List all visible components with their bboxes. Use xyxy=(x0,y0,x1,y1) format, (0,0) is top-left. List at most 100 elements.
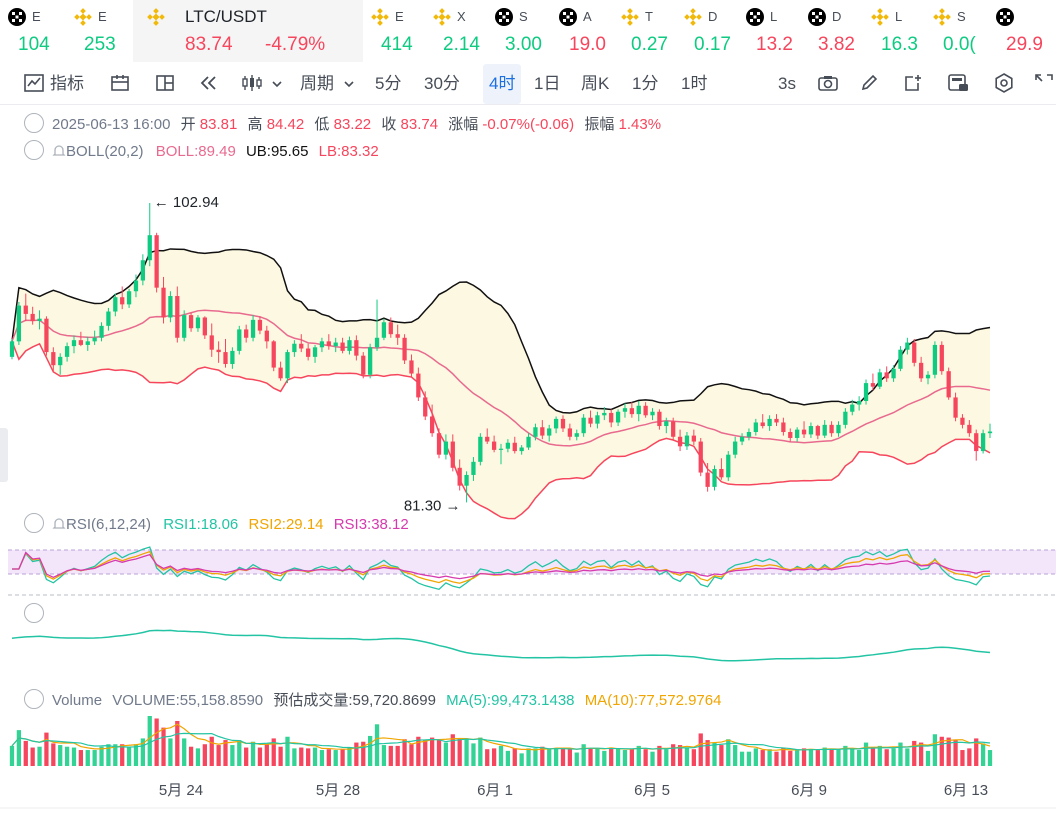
candle-body xyxy=(574,433,579,437)
ticker-11[interactable]: L 16.3 xyxy=(863,0,923,62)
volume-bar xyxy=(154,718,159,766)
side-panel-handle[interactable] xyxy=(0,428,8,482)
candle-body xyxy=(567,428,573,437)
calculator-button[interactable] xyxy=(947,64,969,104)
candle-body xyxy=(154,235,159,288)
volume-bar xyxy=(381,745,387,766)
candle-body xyxy=(326,341,331,347)
volume-bar xyxy=(333,750,338,766)
ticker-9[interactable]: L 13.2 xyxy=(738,0,798,62)
candle-body xyxy=(299,343,304,349)
interval-0[interactable]: 5分 xyxy=(375,74,402,93)
ticker-0[interactable]: E 104 xyxy=(0,0,70,62)
candle-body xyxy=(905,342,910,350)
collapse-toggle-icon[interactable] xyxy=(24,140,44,160)
candle-body xyxy=(395,334,400,338)
refresh-interval[interactable]: 3s xyxy=(778,74,796,93)
tool-layout-button[interactable] xyxy=(110,64,130,104)
bnb-icon xyxy=(871,8,889,26)
settings-button[interactable] xyxy=(994,64,1014,104)
ticker-6[interactable]: A 19.0 xyxy=(551,0,611,62)
ticker-price: 83.74 xyxy=(185,34,233,55)
candle-body xyxy=(202,317,207,336)
rsi-info: RSI(6,12,24) RSI1:18.06 RSI2:29.14 RSI3:… xyxy=(24,513,409,533)
collapse-toggle-icon[interactable] xyxy=(24,689,44,709)
interval-4[interactable]: 周K xyxy=(581,74,610,93)
candle-body xyxy=(912,342,917,363)
candle-body xyxy=(99,325,104,338)
chart-type-dropdown[interactable] xyxy=(240,64,283,104)
ticker-8[interactable]: D 0.17 xyxy=(676,0,736,62)
ticker-price: 3.82 xyxy=(818,34,855,55)
candle-body xyxy=(925,374,931,379)
expand-toggle-icon[interactable] xyxy=(24,603,44,623)
volume-bar xyxy=(684,747,690,766)
candle-body xyxy=(37,318,42,322)
ticker-4[interactable]: X 2.14 xyxy=(425,0,485,62)
volume-bar xyxy=(271,738,276,766)
volume-bar xyxy=(23,740,28,766)
camera-icon xyxy=(818,76,838,91)
volume-bar xyxy=(519,753,524,766)
volume-bar xyxy=(388,745,393,766)
add-window-button[interactable] xyxy=(903,64,923,104)
volume-bar xyxy=(739,751,745,766)
volume-bar xyxy=(767,749,772,766)
okx-icon xyxy=(559,8,577,26)
volume-bar xyxy=(540,746,545,766)
fullscreen-button[interactable] xyxy=(1034,64,1054,104)
boll-mid-value: BOLL:89.49 xyxy=(155,143,236,160)
ticker-5[interactable]: S 3.00 xyxy=(487,0,547,62)
calculator-icon xyxy=(948,74,968,91)
collapse-toggle-icon[interactable] xyxy=(24,513,44,533)
indicators-button[interactable]: 指标 xyxy=(24,64,84,104)
ticker-price: 13.2 xyxy=(756,34,793,55)
screenshot-button[interactable] xyxy=(817,64,839,104)
volume-bar xyxy=(450,734,455,766)
volume-bar xyxy=(946,737,951,766)
bell-icon[interactable] xyxy=(52,517,66,531)
volume-bar xyxy=(733,745,738,766)
candle-body xyxy=(230,350,235,365)
ticker-7[interactable]: T 0.27 xyxy=(613,0,673,62)
candle-body xyxy=(946,371,951,398)
ticker-price: 16.3 xyxy=(881,34,918,55)
volume-bar xyxy=(987,750,993,766)
trend-line xyxy=(11,629,991,662)
ticker-13[interactable]: 29.9 xyxy=(988,0,1056,62)
volume-bar xyxy=(602,750,607,766)
ticker-3[interactable]: E 414 xyxy=(363,0,418,62)
ticker-12[interactable]: S 0.0( xyxy=(925,0,985,62)
interval-1[interactable]: 30分 xyxy=(424,74,460,93)
tool-split-button[interactable] xyxy=(155,64,175,104)
collapse-toggle-icon[interactable] xyxy=(24,113,44,133)
draw-button[interactable] xyxy=(860,64,880,104)
volume-bar xyxy=(925,750,931,766)
high-value: 84.42 xyxy=(266,116,305,133)
candle-body xyxy=(650,411,655,416)
candle-body xyxy=(987,431,993,434)
ticker-2[interactable]: LTC/USDT 83.74 -4.79% xyxy=(133,0,363,62)
okx-icon xyxy=(746,8,764,26)
open-label: 开 xyxy=(180,116,196,133)
period-dropdown[interactable]: 周期 xyxy=(300,64,355,104)
interval-3[interactable]: 1日 xyxy=(534,74,561,93)
bell-icon[interactable] xyxy=(52,144,66,158)
interval-6[interactable]: 1时 xyxy=(681,74,708,93)
candle-body xyxy=(209,335,214,350)
ticker-1[interactable]: E 253 xyxy=(66,0,132,62)
interval-2[interactable]: 4时 xyxy=(483,64,522,104)
interval-5[interactable]: 1分 xyxy=(632,74,659,93)
ticker-10[interactable]: D 3.82 xyxy=(800,0,860,62)
tool-rewind-button[interactable] xyxy=(198,64,218,104)
expand-icon xyxy=(1035,74,1053,82)
candle-body xyxy=(533,427,538,437)
ohlc-date: 2025-06-13 16:00 xyxy=(52,116,171,133)
candle-body xyxy=(884,372,889,379)
volume-bar xyxy=(478,737,483,766)
x-tick-label: 6月 13 xyxy=(944,782,988,799)
volume-bar xyxy=(863,742,869,766)
candle-body xyxy=(863,383,869,401)
boll-lb-value: LB:83.32 xyxy=(318,143,379,160)
